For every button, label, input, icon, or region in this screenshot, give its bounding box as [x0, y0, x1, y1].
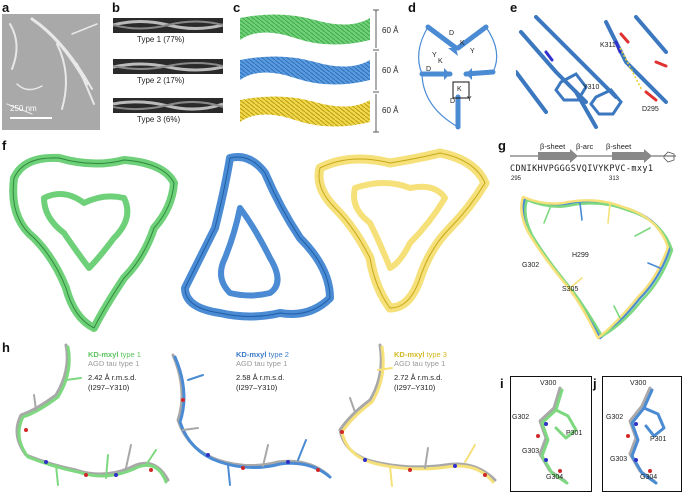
class-average-type1: [113, 18, 223, 33]
sidechain-detail: [516, 12, 684, 132]
residue-d-8: Y: [467, 96, 472, 103]
residue-d-6: K: [457, 86, 462, 93]
superposition-type1-2-3: [520, 195, 674, 340]
legend-1: KD-mxyl type 1 AGD tau type 1: [88, 350, 141, 368]
residue-S305-g: S305: [562, 286, 579, 293]
seq-number-right: 313: [609, 176, 620, 182]
class-average-type3: [113, 98, 223, 113]
panel-label-g: g: [498, 138, 506, 153]
pitch-label-1: 60 Å: [382, 26, 399, 35]
residue-G302-j: G302: [606, 414, 624, 421]
residue-d-7: D: [450, 98, 456, 105]
legend-3-mxyl: KD-mxyl: [394, 350, 425, 359]
residue-G302-i: G302: [512, 414, 530, 421]
panel-label-f: f: [2, 138, 7, 153]
panel-label-c: c: [233, 0, 241, 15]
overlay-type2: [171, 353, 332, 486]
seq-number-left: 295: [511, 176, 522, 182]
residue-G302-g: G302: [522, 262, 540, 269]
residue-d-3: Y: [432, 52, 437, 59]
legend-2-agd: AGD tau type 1: [236, 359, 288, 368]
rmsd-1: 2.42 Å r.m.s.d. (I297–Y310): [88, 373, 136, 393]
rmsd-2-value: 2.58 Å r.m.s.d.: [236, 373, 285, 382]
residue-d-1: K: [460, 40, 465, 47]
ss-label-2: β-arc: [576, 142, 594, 151]
ss-label-3: β-sheet: [606, 142, 632, 151]
overlay-type1: [15, 343, 170, 486]
residue-V300-i: V300: [540, 380, 557, 387]
density-map-type1: [9, 153, 178, 332]
residue-d-5: D: [426, 66, 432, 73]
rmsd-3-value: 2.72 Å r.m.s.d.: [394, 373, 443, 382]
panel-label-e: e: [510, 0, 518, 15]
rmsd-3: 2.72 Å r.m.s.d. (I297–Y310): [394, 373, 442, 393]
panel-label-b: b: [112, 0, 120, 15]
pitch-label-2: 60 Å: [382, 66, 399, 75]
density-map-type2: [181, 153, 334, 321]
legend-2-mxyl: KD-mxyl: [236, 350, 267, 359]
legend-3: KD-mxyl type 3 AGD tau type 1: [394, 350, 447, 368]
panel-label-i: i: [500, 376, 504, 391]
residue-G303-j: G303: [610, 456, 628, 463]
legend-2-type: type 2: [266, 350, 289, 359]
legend-1-agd: AGD tau type 1: [88, 359, 140, 368]
residue-G303-i: G303: [522, 448, 540, 455]
type3-label: Type 3 (6%): [137, 115, 181, 124]
residue-d-4: K: [438, 58, 443, 65]
legend-3-agd: AGD tau type 1: [394, 359, 446, 368]
residue-H299-g: H299: [572, 252, 589, 259]
class-average-type2: [113, 59, 223, 74]
residue-K311: K311: [600, 42, 616, 49]
density-map-type3: [314, 148, 490, 313]
panel-label-j: j: [593, 376, 597, 391]
rmsd-2: 2.58 Å r.m.s.d. (I297–Y310): [236, 373, 284, 393]
panel-label-h: h: [2, 340, 10, 355]
rmsd-1-range: (I297–Y310): [88, 383, 130, 392]
secondary-structure-diagram: [510, 149, 676, 163]
scale-bar-label: 250 nm: [10, 104, 37, 113]
legend-2: KD-mxyl type 2 AGD tau type 1: [236, 350, 289, 368]
panel-j-box: [602, 376, 682, 492]
sequence-text: CDNIKHVPGGGSVQIVYKPVC-mxy1: [510, 164, 654, 174]
residue-P301-i: P301: [566, 430, 583, 437]
ss-label-1: β-sheet: [540, 142, 566, 151]
type1-label: Type 1 (77%): [137, 35, 185, 44]
panel-label-d: d: [408, 0, 416, 15]
legend-1-mxyl: KD-mxyl: [88, 350, 119, 359]
pitch-label-3: 60 Å: [382, 106, 399, 115]
residue-d-2: Y: [470, 48, 475, 55]
fibril-models: [240, 9, 379, 133]
legend-3-type: type 3: [424, 350, 447, 359]
fold-schematic: [418, 24, 498, 130]
residue-Y310: Y310: [583, 84, 600, 91]
rmsd-2-range: (I297–Y310): [236, 383, 278, 392]
panel-i-box: [510, 376, 592, 492]
residue-D295: D295: [642, 106, 659, 113]
panel-label-a: a: [2, 0, 10, 15]
rmsd-3-range: (I297–Y310): [394, 383, 436, 392]
residue-V300-j: V300: [630, 380, 647, 387]
residue-P301-j: P301: [650, 436, 667, 443]
overlay-type3: [338, 343, 497, 487]
legend-1-type: type 1: [118, 350, 141, 359]
residue-G304-j: G304: [640, 474, 658, 481]
micrograph-image: [2, 14, 100, 130]
type2-label: Type 2 (17%): [137, 76, 185, 85]
residue-G304-i: G304: [546, 474, 564, 481]
residue-d-0: D: [449, 30, 455, 37]
rmsd-1-value: 2.42 Å r.m.s.d.: [88, 373, 137, 382]
